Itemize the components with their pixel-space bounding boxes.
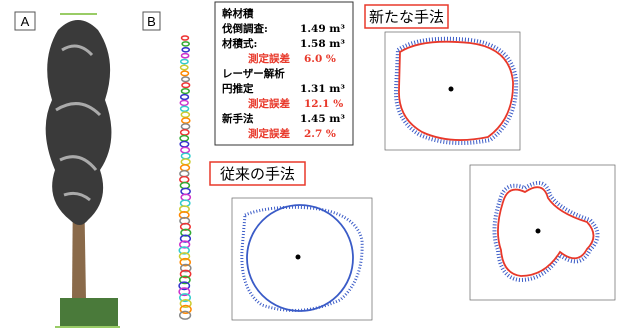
slice <box>181 89 189 94</box>
slice <box>181 65 188 69</box>
figure: A B 幹材積 伐倒調査: 1.49 m³ 材積式: 1.58 m³ 測定誤差 6.0 %… <box>0 0 624 335</box>
box-title: 幹材積 <box>222 7 254 20</box>
slice <box>182 118 190 123</box>
box-label: 測定誤差 <box>248 127 290 140</box>
slice <box>182 77 190 82</box>
slice <box>180 100 188 105</box>
slice <box>181 59 188 63</box>
box-label: 円推定 <box>222 82 254 95</box>
box-label: 伐倒調査: <box>222 22 268 35</box>
box-label: レーザー解析 <box>222 67 285 80</box>
slice <box>181 95 189 100</box>
slice <box>182 48 189 52</box>
box-label: 測定誤差 <box>248 52 290 65</box>
box-value: 1.49 m³ <box>300 23 345 35</box>
box-value: 1.45 m³ <box>300 113 345 125</box>
plot-title: 新たな手法 <box>369 8 444 26</box>
panel-label: B <box>147 14 156 29</box>
slice <box>180 141 188 146</box>
slice <box>181 112 189 117</box>
box-value: 1.31 m³ <box>300 83 345 95</box>
plot-new-1 <box>385 32 520 150</box>
slice <box>181 153 190 159</box>
slice <box>181 71 188 75</box>
slice <box>180 171 189 177</box>
box-value: 1.58 m³ <box>300 38 345 50</box>
slice <box>181 106 189 111</box>
plot-title: 従来の手法 <box>220 165 295 183</box>
slice-column <box>179 36 191 319</box>
slice <box>181 165 190 171</box>
box-value: 6.0 % <box>304 53 336 65</box>
box-value: 2.7 % <box>304 128 336 140</box>
box-label: 測定誤差 <box>248 97 290 110</box>
slice <box>181 147 190 153</box>
box-value: 12.1 % <box>304 98 343 110</box>
tree-image <box>46 14 120 327</box>
plot-old <box>232 198 372 320</box>
panel-label: A <box>21 14 30 29</box>
slice <box>181 159 190 165</box>
slice <box>182 42 189 46</box>
slice <box>180 177 189 183</box>
box-label: 新手法 <box>222 112 254 125</box>
slice <box>180 136 188 141</box>
plot-new-2 <box>470 165 615 300</box>
slice <box>180 183 189 189</box>
slice <box>181 54 188 58</box>
slice <box>181 124 189 129</box>
slice <box>182 36 189 40</box>
slice <box>182 83 190 88</box>
slice <box>181 130 189 135</box>
box-label: 材積式: <box>221 37 257 50</box>
